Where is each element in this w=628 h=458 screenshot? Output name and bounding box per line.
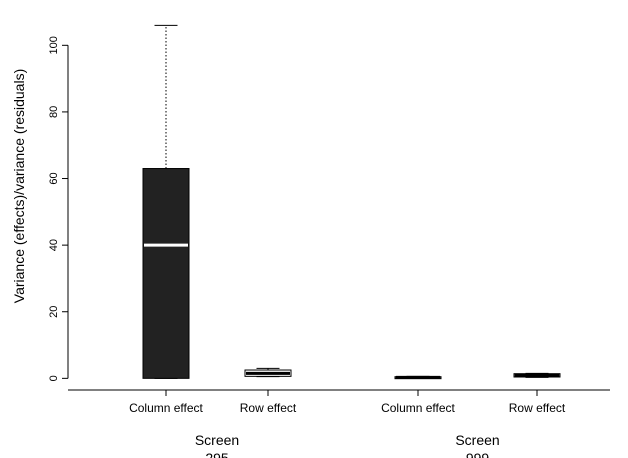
y-axis-title: Variance (effects)/variance (residuals)	[11, 69, 27, 303]
x-category-label: Column effect	[129, 401, 203, 415]
box-4	[513, 372, 561, 378]
y-tick-label: 100	[48, 36, 60, 54]
box-body	[142, 168, 190, 379]
y-tick-label: 20	[48, 306, 60, 318]
x-axis: Column effect Row effect Column effect Row …	[68, 389, 610, 458]
group-label: Screen	[195, 432, 239, 448]
group-sublabel: 295	[205, 450, 229, 458]
box-2	[244, 367, 292, 378]
y-axis: 0 20 40 60 80 100	[48, 36, 69, 381]
y-tick-label: 40	[48, 239, 60, 251]
plot-area	[142, 24, 561, 380]
group-label: Screen	[455, 432, 499, 448]
y-tick-label: 60	[48, 172, 60, 184]
y-tick-label: 0	[48, 375, 60, 381]
box-3	[394, 375, 442, 380]
x-category-label: Row effect	[240, 401, 297, 415]
box-1	[142, 24, 190, 379]
x-category-label: Column effect	[381, 401, 455, 415]
group-sublabel: 999	[466, 450, 490, 458]
y-tick-label: 80	[48, 106, 60, 118]
x-category-label: Row effect	[509, 401, 566, 415]
